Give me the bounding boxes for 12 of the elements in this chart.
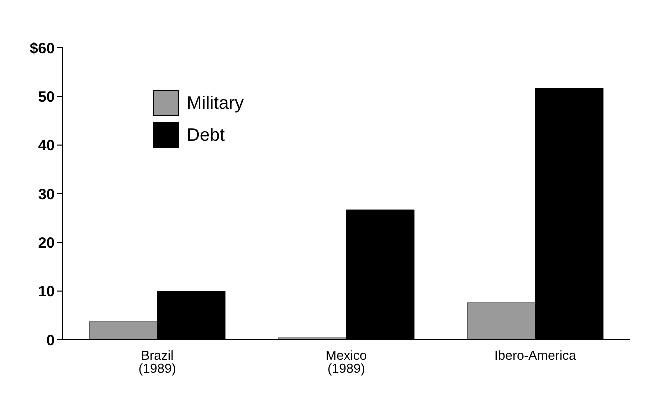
y-tick-label: 20 [38,234,55,252]
y-tick-label: 30 [38,186,55,204]
y-tick-label: 40 [38,138,55,155]
x-tick-label: Mexico (1989) [326,348,368,376]
x-tick-label: Brazil (1989) [138,348,176,376]
legend-label: Debt [187,124,226,146]
x-tick-label: Ibero-America [494,348,578,363]
legend-label: Military [187,92,244,114]
y-tick-label: 10 [38,284,55,301]
y-tick-label: 50 [38,88,55,106]
y-tick-label: 0 [46,332,55,350]
y-tick-label: $60 [30,40,55,58]
